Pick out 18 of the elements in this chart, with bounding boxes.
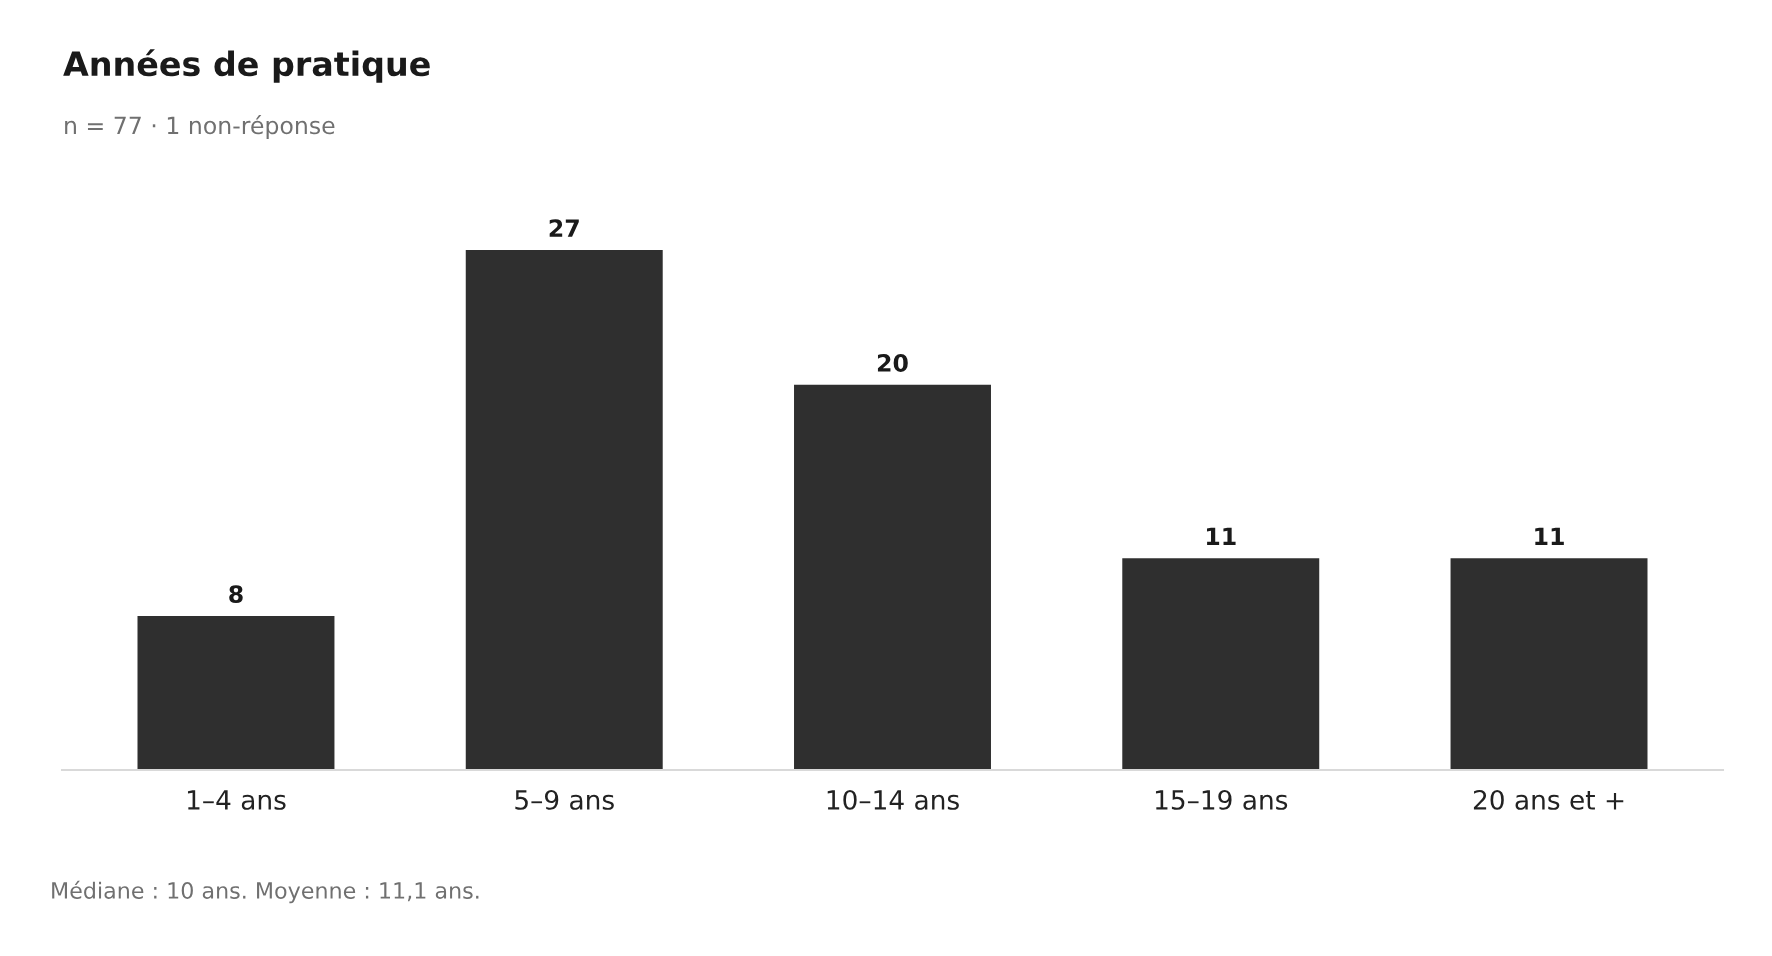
data-label: 20	[877, 354, 908, 372]
data-label: 11	[1207, 527, 1236, 545]
data-label: 8	[229, 585, 243, 604]
chart-title: Années de pratique	[63, 49, 430, 83]
text: Médiane : 10 ans. Moyenne : 11,1 ans.	[52, 880, 479, 904]
x-tick-label: 10–14 ans	[827, 789, 959, 810]
bar	[137, 615, 335, 770]
data-label: 27	[549, 219, 579, 237]
chart-subtitle: n = 77 · 1 non-réponse	[65, 115, 335, 139]
x-tick-label: 1–4 ans	[187, 790, 286, 810]
x-tick-label: 15–19 ans	[1155, 789, 1288, 810]
data-label: 11	[1535, 527, 1564, 545]
bar	[794, 384, 991, 770]
x-tick-label: 5–9 ans	[515, 789, 614, 810]
bar	[465, 250, 663, 770]
bar	[1450, 558, 1648, 770]
x-tick-label: 20 ans et +	[1473, 789, 1624, 810]
bar	[1122, 558, 1320, 770]
